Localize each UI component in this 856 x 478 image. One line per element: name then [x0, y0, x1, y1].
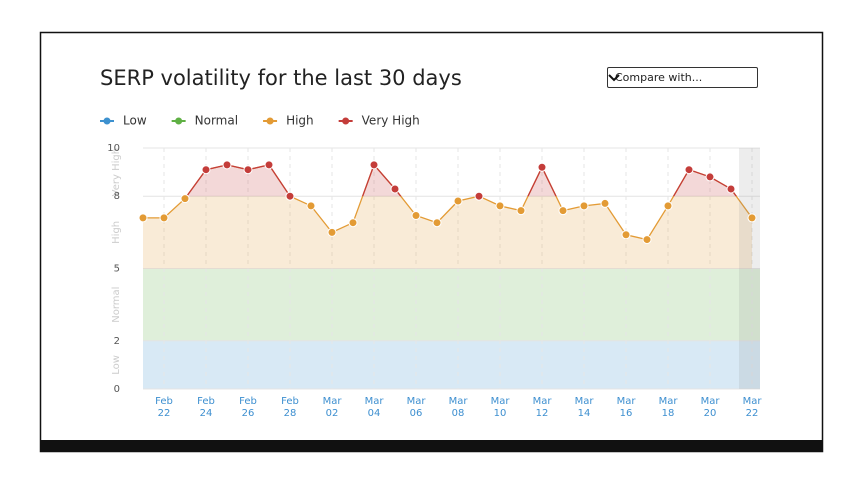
- chevron: [608, 74, 620, 82]
- point: [579, 201, 589, 211]
- x-tick-label: Mar 14: [574, 396, 594, 419]
- legend-label: Low: [123, 114, 147, 128]
- chart-title: SERP volatility for the last 30 days: [100, 66, 462, 90]
- point: [159, 213, 169, 223]
- point: [600, 198, 610, 208]
- point: [684, 165, 694, 175]
- x-tick-label: Mar 10: [490, 396, 510, 419]
- point: [642, 235, 652, 245]
- x-tick-label: Feb 28: [281, 396, 299, 419]
- x-tick-label: Mar 20: [700, 396, 720, 419]
- point: [369, 160, 379, 170]
- legend-marker: [103, 117, 111, 125]
- x-tick-label: Mar 04: [364, 396, 384, 419]
- y-tick-label: 10: [107, 143, 120, 154]
- bottom-bar: [40, 440, 823, 452]
- area-high: [143, 196, 752, 269]
- x-tick-label: Feb 22: [155, 396, 173, 419]
- x-tick-label: Mar 06: [406, 396, 426, 419]
- band-label: Very High: [111, 148, 122, 196]
- point: [390, 184, 400, 194]
- point: [348, 218, 358, 228]
- point: [285, 191, 295, 201]
- point: [264, 160, 274, 170]
- point: [474, 191, 484, 201]
- band-label: Normal: [111, 287, 122, 323]
- x-tick-label: Mar 22: [742, 396, 762, 419]
- point: [495, 201, 505, 211]
- compare-dropdown[interactable]: Compare with...: [607, 67, 758, 88]
- point: [138, 213, 148, 223]
- point: [432, 218, 442, 228]
- point: [621, 230, 631, 240]
- point: [243, 165, 253, 175]
- band: [143, 268, 760, 341]
- band-label: Low: [111, 355, 122, 375]
- dropdown-label: Compare with...: [615, 71, 703, 84]
- legend-label: High: [286, 114, 314, 128]
- x-tick-label: Mar 02: [322, 396, 342, 419]
- point: [747, 213, 757, 223]
- x-tick-label: Feb 24: [197, 396, 215, 419]
- point: [201, 165, 211, 175]
- legend-marker: [266, 117, 274, 125]
- point: [306, 201, 316, 211]
- y-tick-label: 5: [114, 264, 120, 275]
- point: [180, 194, 190, 204]
- legend-label: Normal: [195, 114, 238, 128]
- band: [143, 340, 760, 389]
- point: [537, 162, 547, 172]
- point: [705, 172, 715, 182]
- current-shade: [739, 148, 760, 389]
- x-tick-label: Mar 18: [658, 396, 678, 419]
- point: [663, 201, 673, 211]
- y-tick-label: 2: [114, 336, 120, 347]
- legend-marker: [342, 117, 350, 125]
- point: [558, 206, 568, 216]
- x-tick-label: Mar 16: [616, 396, 636, 419]
- band-label: High: [111, 221, 122, 244]
- legend-marker: [175, 117, 183, 125]
- point: [411, 210, 421, 220]
- point: [516, 206, 526, 216]
- x-tick-label: Feb 26: [239, 396, 257, 419]
- legend-label: Very High: [362, 114, 420, 128]
- y-tick-label: 8: [114, 191, 120, 202]
- frame: [39, 31, 824, 453]
- point: [222, 160, 232, 170]
- point: [726, 184, 736, 194]
- x-tick-label: Mar 12: [532, 396, 552, 419]
- x-tick-label: Mar 08: [448, 396, 468, 419]
- area-very-high: [186, 164, 737, 197]
- point: [327, 227, 337, 237]
- point: [453, 196, 463, 206]
- y-tick-label: 0: [114, 384, 120, 395]
